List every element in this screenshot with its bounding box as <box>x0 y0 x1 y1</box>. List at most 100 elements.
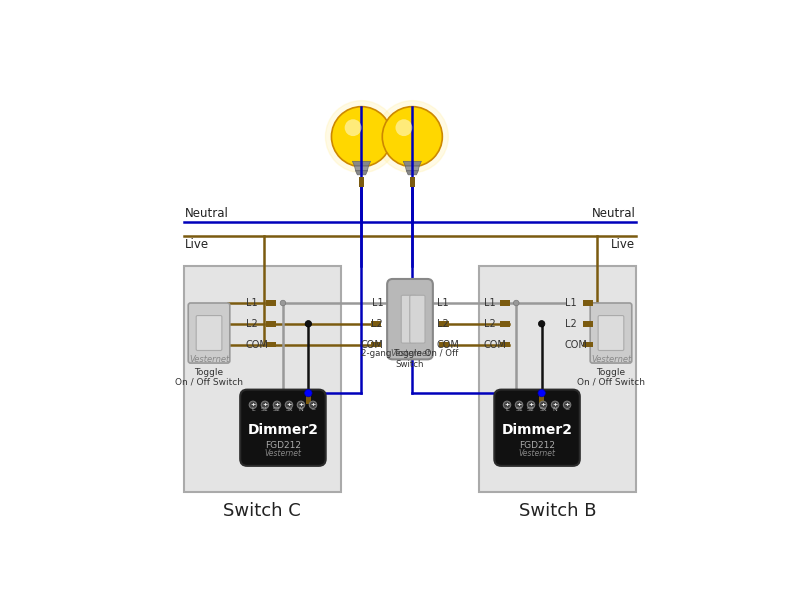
Circle shape <box>538 389 546 397</box>
Text: Sx: Sx <box>285 407 293 412</box>
Bar <box>582 300 593 306</box>
Text: Vesternet: Vesternet <box>390 349 430 358</box>
Circle shape <box>382 107 442 167</box>
Circle shape <box>305 320 311 327</box>
Circle shape <box>305 389 312 397</box>
Text: L1: L1 <box>371 298 383 308</box>
Text: Switch C: Switch C <box>223 502 301 520</box>
Circle shape <box>298 401 305 409</box>
Text: COM: COM <box>484 340 506 350</box>
Text: ~: ~ <box>565 407 570 412</box>
Circle shape <box>376 101 448 173</box>
FancyBboxPatch shape <box>188 303 230 363</box>
Bar <box>266 300 277 306</box>
Text: Sx: Sx <box>539 407 547 412</box>
Text: COM: COM <box>437 340 460 350</box>
Text: Vesternet: Vesternet <box>265 449 302 458</box>
Text: Vesternet: Vesternet <box>591 355 631 364</box>
Text: L2: L2 <box>437 319 449 329</box>
Text: L2: L2 <box>484 319 496 329</box>
Bar <box>306 394 310 404</box>
Text: +: + <box>541 403 546 407</box>
Bar <box>359 176 364 187</box>
Text: +: + <box>553 403 558 407</box>
Text: On / Off Switch: On / Off Switch <box>175 377 243 386</box>
Text: L1: L1 <box>246 298 258 308</box>
Text: COM: COM <box>565 340 588 350</box>
Text: Toggle: Toggle <box>194 368 223 377</box>
Text: Live: Live <box>611 238 635 251</box>
FancyBboxPatch shape <box>494 389 580 466</box>
Text: Dimmer2: Dimmer2 <box>502 423 573 437</box>
Bar <box>266 342 277 347</box>
Bar <box>500 300 510 306</box>
Bar <box>582 342 593 347</box>
Text: L: L <box>506 407 509 412</box>
Circle shape <box>310 401 317 409</box>
FancyBboxPatch shape <box>387 279 433 359</box>
Text: +: + <box>274 403 279 407</box>
Text: On / Off Switch: On / Off Switch <box>577 377 645 386</box>
Text: +: + <box>250 403 255 407</box>
Bar <box>500 342 510 347</box>
Text: +: + <box>298 403 303 407</box>
Text: +: + <box>504 403 510 407</box>
FancyBboxPatch shape <box>196 316 222 350</box>
Circle shape <box>503 401 510 409</box>
Circle shape <box>395 119 412 136</box>
Circle shape <box>250 401 257 409</box>
Polygon shape <box>406 171 418 175</box>
Bar <box>500 321 510 326</box>
Bar <box>539 394 544 404</box>
FancyBboxPatch shape <box>410 295 425 343</box>
Circle shape <box>286 401 293 409</box>
Text: S2: S2 <box>273 407 281 412</box>
FancyBboxPatch shape <box>402 295 417 343</box>
Bar <box>438 342 449 347</box>
Text: +: + <box>517 403 522 407</box>
Circle shape <box>563 401 570 409</box>
Circle shape <box>515 401 522 409</box>
Text: L1: L1 <box>437 298 449 308</box>
Circle shape <box>527 401 534 409</box>
Text: COM: COM <box>360 340 383 350</box>
Text: S1: S1 <box>515 407 523 412</box>
Text: Dimmer2: Dimmer2 <box>247 423 318 437</box>
Circle shape <box>538 320 545 327</box>
Text: L2: L2 <box>371 319 383 329</box>
Circle shape <box>331 107 391 167</box>
Text: +: + <box>262 403 267 407</box>
Text: Neutral: Neutral <box>591 208 635 220</box>
Text: COM: COM <box>246 340 269 350</box>
Text: Toggle: Toggle <box>597 368 626 377</box>
Circle shape <box>274 401 281 409</box>
Circle shape <box>551 401 558 409</box>
Polygon shape <box>406 166 419 171</box>
Polygon shape <box>353 161 370 166</box>
Polygon shape <box>354 166 369 171</box>
Text: L2: L2 <box>246 319 258 329</box>
FancyBboxPatch shape <box>598 316 624 350</box>
Text: +: + <box>565 403 570 407</box>
Text: FGD212: FGD212 <box>265 441 301 450</box>
Text: +: + <box>286 403 291 407</box>
Circle shape <box>262 401 269 409</box>
Bar <box>410 176 414 187</box>
Circle shape <box>539 401 546 409</box>
FancyBboxPatch shape <box>184 266 341 493</box>
Text: Vesternet: Vesternet <box>518 449 555 458</box>
Circle shape <box>514 300 519 306</box>
Text: N: N <box>553 407 558 412</box>
Circle shape <box>326 101 398 173</box>
Bar <box>371 342 382 347</box>
Text: +: + <box>529 403 534 407</box>
Text: S1: S1 <box>261 407 269 412</box>
FancyBboxPatch shape <box>479 266 636 493</box>
Bar <box>582 321 593 326</box>
Text: L: L <box>251 407 254 412</box>
Text: Switch B: Switch B <box>519 502 597 520</box>
Text: N: N <box>298 407 303 412</box>
FancyBboxPatch shape <box>240 389 326 466</box>
Text: Live: Live <box>185 238 209 251</box>
Bar <box>371 321 382 326</box>
